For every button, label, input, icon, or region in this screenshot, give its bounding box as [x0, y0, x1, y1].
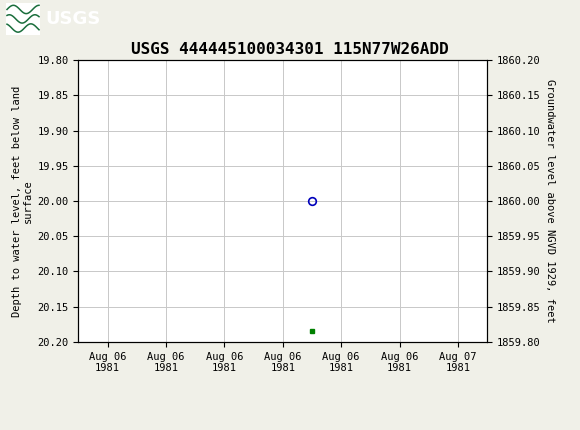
Text: USGS: USGS	[45, 10, 100, 28]
Text: USGS 444445100034301 115N77W26ADD: USGS 444445100034301 115N77W26ADD	[131, 42, 449, 56]
Y-axis label: Groundwater level above NGVD 1929, feet: Groundwater level above NGVD 1929, feet	[545, 79, 555, 323]
Bar	[6, 3, 40, 35]
Y-axis label: Depth to water level, feet below land
surface: Depth to water level, feet below land su…	[12, 86, 33, 316]
